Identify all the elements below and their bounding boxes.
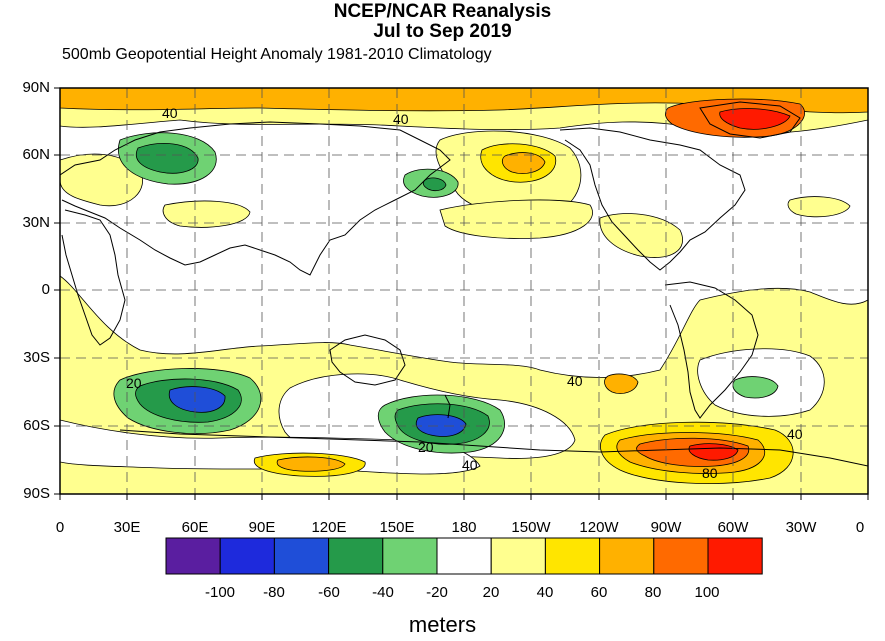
antarctica-coast — [119, 429, 868, 467]
lon-label: 30W — [785, 519, 817, 536]
contour-label: 40 — [567, 373, 583, 389]
contour-label: 40 — [162, 105, 178, 121]
colorbar-label: 60 — [590, 584, 608, 601]
colorbar-label: -100 — [204, 584, 236, 601]
contour-label: 80 — [702, 465, 718, 481]
lon-label: 90W — [650, 519, 682, 536]
australia-coast — [329, 334, 406, 386]
colorbar-swatch — [653, 537, 709, 575]
contour-label: 20 — [418, 439, 434, 455]
lon-label: 150W — [511, 519, 551, 536]
atlantic-positive-patch — [787, 196, 851, 218]
east-pacific-patch — [599, 213, 683, 258]
graticule — [60, 88, 868, 494]
subtropical-pacific-patch — [439, 199, 593, 239]
colorbar-swatch — [328, 537, 384, 575]
lon-label: 120E — [311, 519, 347, 536]
axis-ticks — [54, 87, 869, 500]
colorbar-label: -40 — [372, 584, 394, 601]
south-america-coast — [664, 281, 759, 419]
contour-label: 40 — [787, 426, 803, 442]
lon-label: 180 — [451, 519, 477, 536]
lon-label: 0 — [55, 519, 65, 536]
asia-positive-patch — [162, 200, 251, 228]
colorbar-units: meters — [408, 612, 477, 637]
map-subtitle: 500mb Geopotential Height Anomaly 1981-2… — [62, 46, 492, 63]
lat-label: 0 — [41, 281, 50, 298]
colorbar-label: -60 — [318, 584, 340, 601]
argentina-low — [732, 376, 779, 399]
colorbar-swatch — [219, 537, 275, 575]
lon-label: 60W — [717, 519, 749, 536]
colorbar-swatch — [382, 537, 438, 575]
colorbar-label: 100 — [694, 584, 720, 601]
greenland-high-core — [719, 108, 791, 130]
colorbar — [165, 537, 763, 575]
lon-label: 150E — [379, 519, 415, 536]
southern-ocean-neutral — [60, 419, 481, 475]
greenland-coast — [699, 101, 801, 139]
eurasia-low-core — [135, 143, 199, 174]
colorbar-swatch — [165, 537, 221, 575]
contour-labels: 40 40 20 40 20 40 40 80 — [126, 105, 803, 481]
north-america-coast — [559, 127, 746, 271]
colorbar-swatch — [436, 537, 492, 575]
africa-coast — [61, 209, 126, 346]
colorbar-swatch — [707, 537, 763, 575]
colorbar-label: 80 — [644, 584, 662, 601]
colorbar-swatch — [273, 537, 330, 575]
kamchatka-low-core — [422, 177, 447, 192]
colorbar-swatch — [544, 537, 601, 575]
colorbar-label: 20 — [482, 584, 500, 601]
lat-label: 30N — [22, 214, 50, 231]
lat-label: 60N — [22, 146, 50, 163]
north-pacific-high-core — [501, 152, 546, 174]
europe-positive-patch — [60, 153, 143, 207]
new-zealand-coast — [444, 394, 451, 419]
colorbar-label: 40 — [536, 584, 554, 601]
lat-label: 60S — [23, 417, 50, 434]
colorbar-swatch — [490, 537, 546, 575]
tasman-low-core — [415, 414, 467, 437]
lon-label: 30E — [113, 519, 141, 536]
lon-label: 120W — [579, 519, 619, 536]
map-period: Jul to Sep 2019 — [373, 21, 512, 42]
contour-label: 40 — [462, 457, 478, 473]
south-pacific-high-spot — [604, 373, 639, 394]
colorbar-label: -20 — [426, 584, 448, 601]
colorbar-swatch — [599, 537, 655, 575]
contour-label: 20 — [126, 375, 142, 391]
lon-label: 0 — [855, 519, 865, 536]
lat-label: 90N — [22, 79, 50, 96]
eurasia-coast — [60, 121, 451, 276]
lon-label: 90E — [248, 519, 276, 536]
lat-label: 30S — [23, 349, 50, 366]
lat-label: 90S — [23, 485, 50, 502]
coastlines — [60, 101, 868, 467]
indian-ocean-low-core — [168, 386, 226, 413]
antarctic-high-west-core — [276, 456, 346, 472]
map-title: NCEP/NCAR Reanalysis — [333, 1, 552, 22]
contour-label: 40 — [393, 111, 409, 127]
lon-label: 60E — [181, 519, 209, 536]
colorbar-label: -80 — [263, 584, 285, 601]
